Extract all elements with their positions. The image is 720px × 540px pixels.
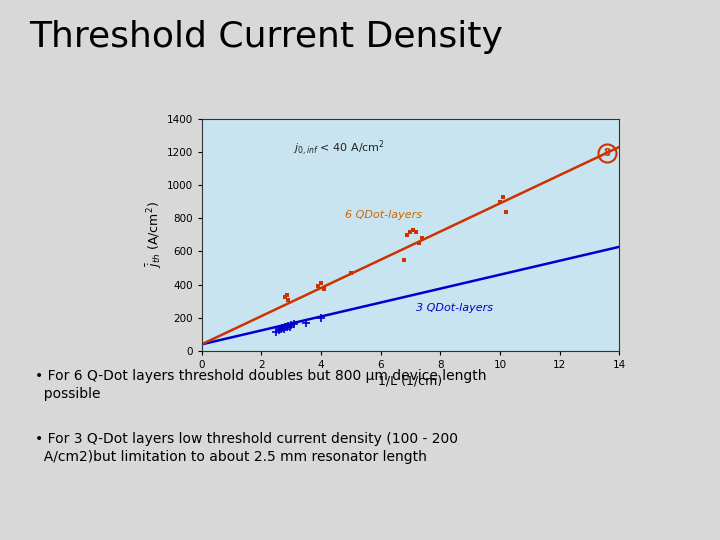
Text: • For 3 Q-Dot layers low threshold current density (100 - 200
  A/cm2)but limita: • For 3 Q-Dot layers low threshold curre…: [35, 432, 458, 464]
Text: Threshold Current Density: Threshold Current Density: [29, 20, 503, 54]
Text: 3 QDot-layers: 3 QDot-layers: [416, 303, 493, 313]
X-axis label: 1/L (1/cm): 1/L (1/cm): [378, 374, 443, 387]
Y-axis label: $\bar{j}_{th}$ (A/cm$^2$): $\bar{j}_{th}$ (A/cm$^2$): [144, 201, 163, 268]
Text: $j_{0,inf}$ < 40 A/cm$^2$: $j_{0,inf}$ < 40 A/cm$^2$: [294, 138, 385, 158]
Text: 6 QDot-layers: 6 QDot-layers: [345, 210, 422, 220]
Text: 8: 8: [604, 148, 611, 158]
Text: • For 6 Q-Dot layers threshold doubles but 800 μm device length
  possible: • For 6 Q-Dot layers threshold doubles b…: [35, 368, 487, 401]
